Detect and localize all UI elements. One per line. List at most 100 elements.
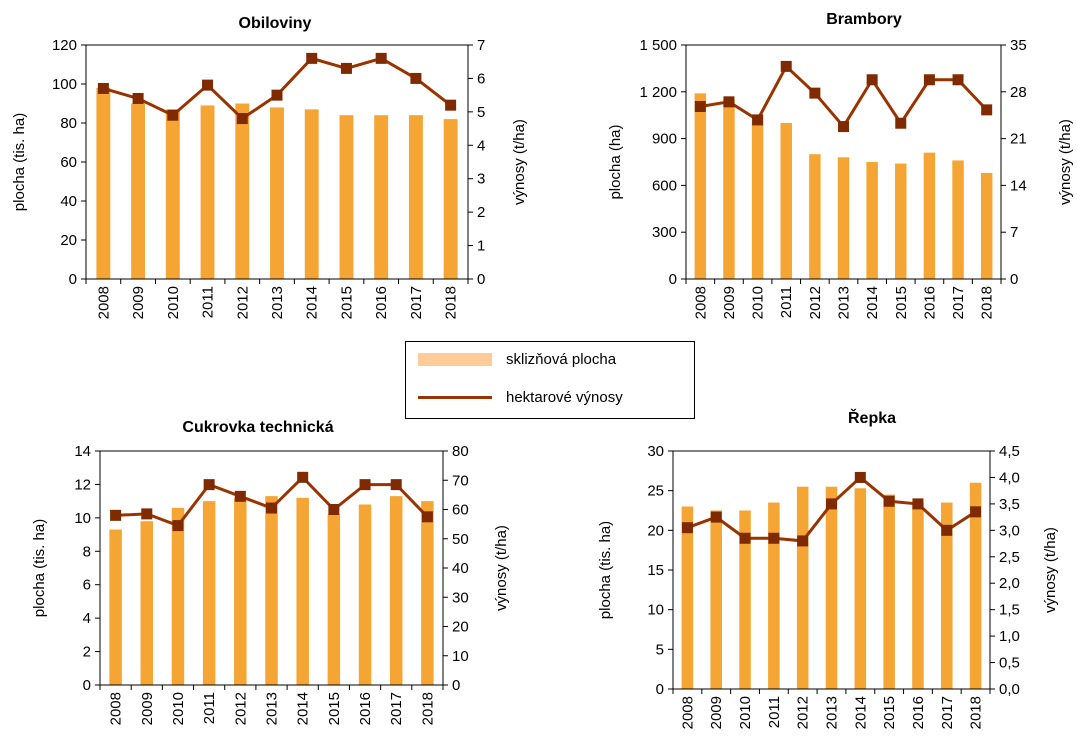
x-tick-label: 2013 [269, 286, 286, 319]
bar-2015 [895, 163, 907, 279]
yield-point-2013 [271, 89, 283, 101]
y-axis-title: plocha (tis. ha) [597, 521, 614, 619]
y-tick-label: 1 500 [639, 37, 677, 54]
x-tick-label: 2016 [373, 286, 390, 319]
bar-2016 [912, 502, 924, 689]
y-tick-label: 20 [60, 232, 77, 249]
bar-2015 [883, 494, 895, 689]
y2-tick-label: 3,0 [999, 522, 1020, 539]
bar-2011 [768, 502, 780, 689]
yield-point-2010 [739, 532, 751, 544]
x-tick-label: 2018 [419, 692, 436, 725]
legend-swatch-area [418, 353, 492, 366]
yield-point-2011 [202, 79, 214, 91]
y2-tick-label: 0,5 [999, 655, 1020, 672]
yield-point-2012 [236, 113, 248, 125]
yield-point-2013 [838, 121, 849, 133]
x-tick-label: 2016 [910, 696, 927, 729]
x-tick-label: 2012 [795, 696, 812, 729]
y2-tick-label: 30 [452, 589, 469, 606]
x-tick-label: 2009 [708, 696, 725, 729]
yield-point-2012 [809, 87, 821, 99]
chart-repka: Řepka 0 5 10 15 20 25 30 0,0 0,5 1,0 1,5 2,0 2,5 3,0 3,… [597, 408, 1059, 729]
x-tick-label: 2009 [139, 692, 156, 725]
yield-point-2018 [981, 104, 993, 116]
y2-tick-label: 1 [477, 238, 485, 255]
bar-2018 [443, 119, 458, 279]
bar-2009 [723, 99, 735, 279]
y-axis-title: plocha (ha) [607, 124, 624, 199]
y2-tick-label: 0,0 [999, 681, 1020, 698]
x-tick-label: 2011 [200, 286, 217, 318]
y2-tick-label: 50 [452, 531, 469, 548]
bar-2008 [681, 506, 694, 689]
legend-label-area: sklizňová plocha [506, 351, 617, 368]
bar-2013 [270, 107, 284, 280]
x-tick-label: 2009 [721, 286, 738, 319]
yield-point-2008 [97, 82, 109, 94]
y-tick-label: 40 [60, 193, 77, 210]
yield-point-2015 [340, 62, 352, 74]
plot-frame [685, 44, 1002, 280]
chart-title: Obiloviny [239, 15, 312, 32]
x-tick-label: 2010 [165, 286, 182, 319]
y2-tick-label: 1,0 [999, 628, 1020, 645]
chart-title: Řepka [848, 408, 896, 427]
x-tick-label: 2008 [679, 696, 696, 729]
bar-2014 [296, 497, 309, 685]
yield-point-2008 [681, 522, 693, 534]
y-tick-label: 0 [669, 271, 677, 288]
x-tick-label: 2016 [921, 286, 938, 319]
y2-axis-title: výnosy (t/ha) [493, 525, 510, 611]
y-tick-label: 15 [647, 562, 664, 579]
yield-point-2016 [375, 52, 387, 64]
yield-point-2011 [768, 532, 780, 544]
y2-tick-label: 10 [452, 648, 469, 665]
y2-tick-label: 2,5 [999, 549, 1020, 566]
y2-tick-label: 2 [477, 204, 485, 221]
x-tick-label: 2013 [824, 696, 841, 729]
bar-2012 [796, 486, 809, 689]
y2-tick-label: 20 [452, 619, 469, 636]
y-tick-label: 30 [647, 443, 664, 460]
x-tick-label: 2013 [836, 286, 853, 319]
yield-point-2015 [895, 117, 907, 129]
x-tick-label: 2018 [979, 286, 996, 319]
yield-point-2011 [203, 479, 215, 491]
x-tick-label: 2009 [130, 286, 147, 319]
y2-tick-label: 60 [452, 502, 469, 519]
x-tick-label: 2015 [338, 286, 355, 319]
x-tick-label: 2008 [95, 286, 112, 319]
bar-2008 [109, 529, 122, 685]
y2-tick-label: 35 [1010, 37, 1027, 54]
x-tick-label: 2016 [357, 692, 374, 725]
x-tick-label: 2011 [778, 286, 795, 318]
yield-point-2010 [167, 109, 179, 121]
yield-point-2014 [297, 471, 309, 483]
bar-2008 [694, 93, 707, 279]
bar-2010 [739, 510, 751, 689]
yield-point-2015 [328, 504, 340, 515]
yield-point-2012 [234, 490, 246, 502]
bar-2013 [837, 157, 850, 279]
y2-tick-label: 7 [1010, 224, 1018, 241]
yield-point-2012 [797, 535, 809, 547]
bar-2015 [339, 115, 354, 279]
bar-2011 [202, 501, 216, 685]
legend-label-yield: hektarové výnosy [506, 389, 623, 406]
x-tick-label: 2013 [264, 692, 281, 725]
yield-point-2011 [780, 60, 792, 72]
bar-2018 [969, 482, 982, 689]
bar-2010 [171, 507, 185, 685]
y2-tick-label: 1,5 [999, 602, 1020, 619]
yield-point-2009 [132, 92, 144, 104]
bar-2012 [809, 154, 821, 279]
y2-tick-label: 7 [477, 37, 485, 54]
bar-2010 [165, 109, 180, 279]
yield-point-2013 [266, 502, 277, 514]
y-tick-label: 20 [647, 522, 664, 539]
bar-2014 [866, 162, 878, 279]
y-tick-label: 0 [83, 677, 91, 694]
x-tick-label: 2012 [232, 692, 249, 725]
bar-2008 [96, 87, 111, 280]
